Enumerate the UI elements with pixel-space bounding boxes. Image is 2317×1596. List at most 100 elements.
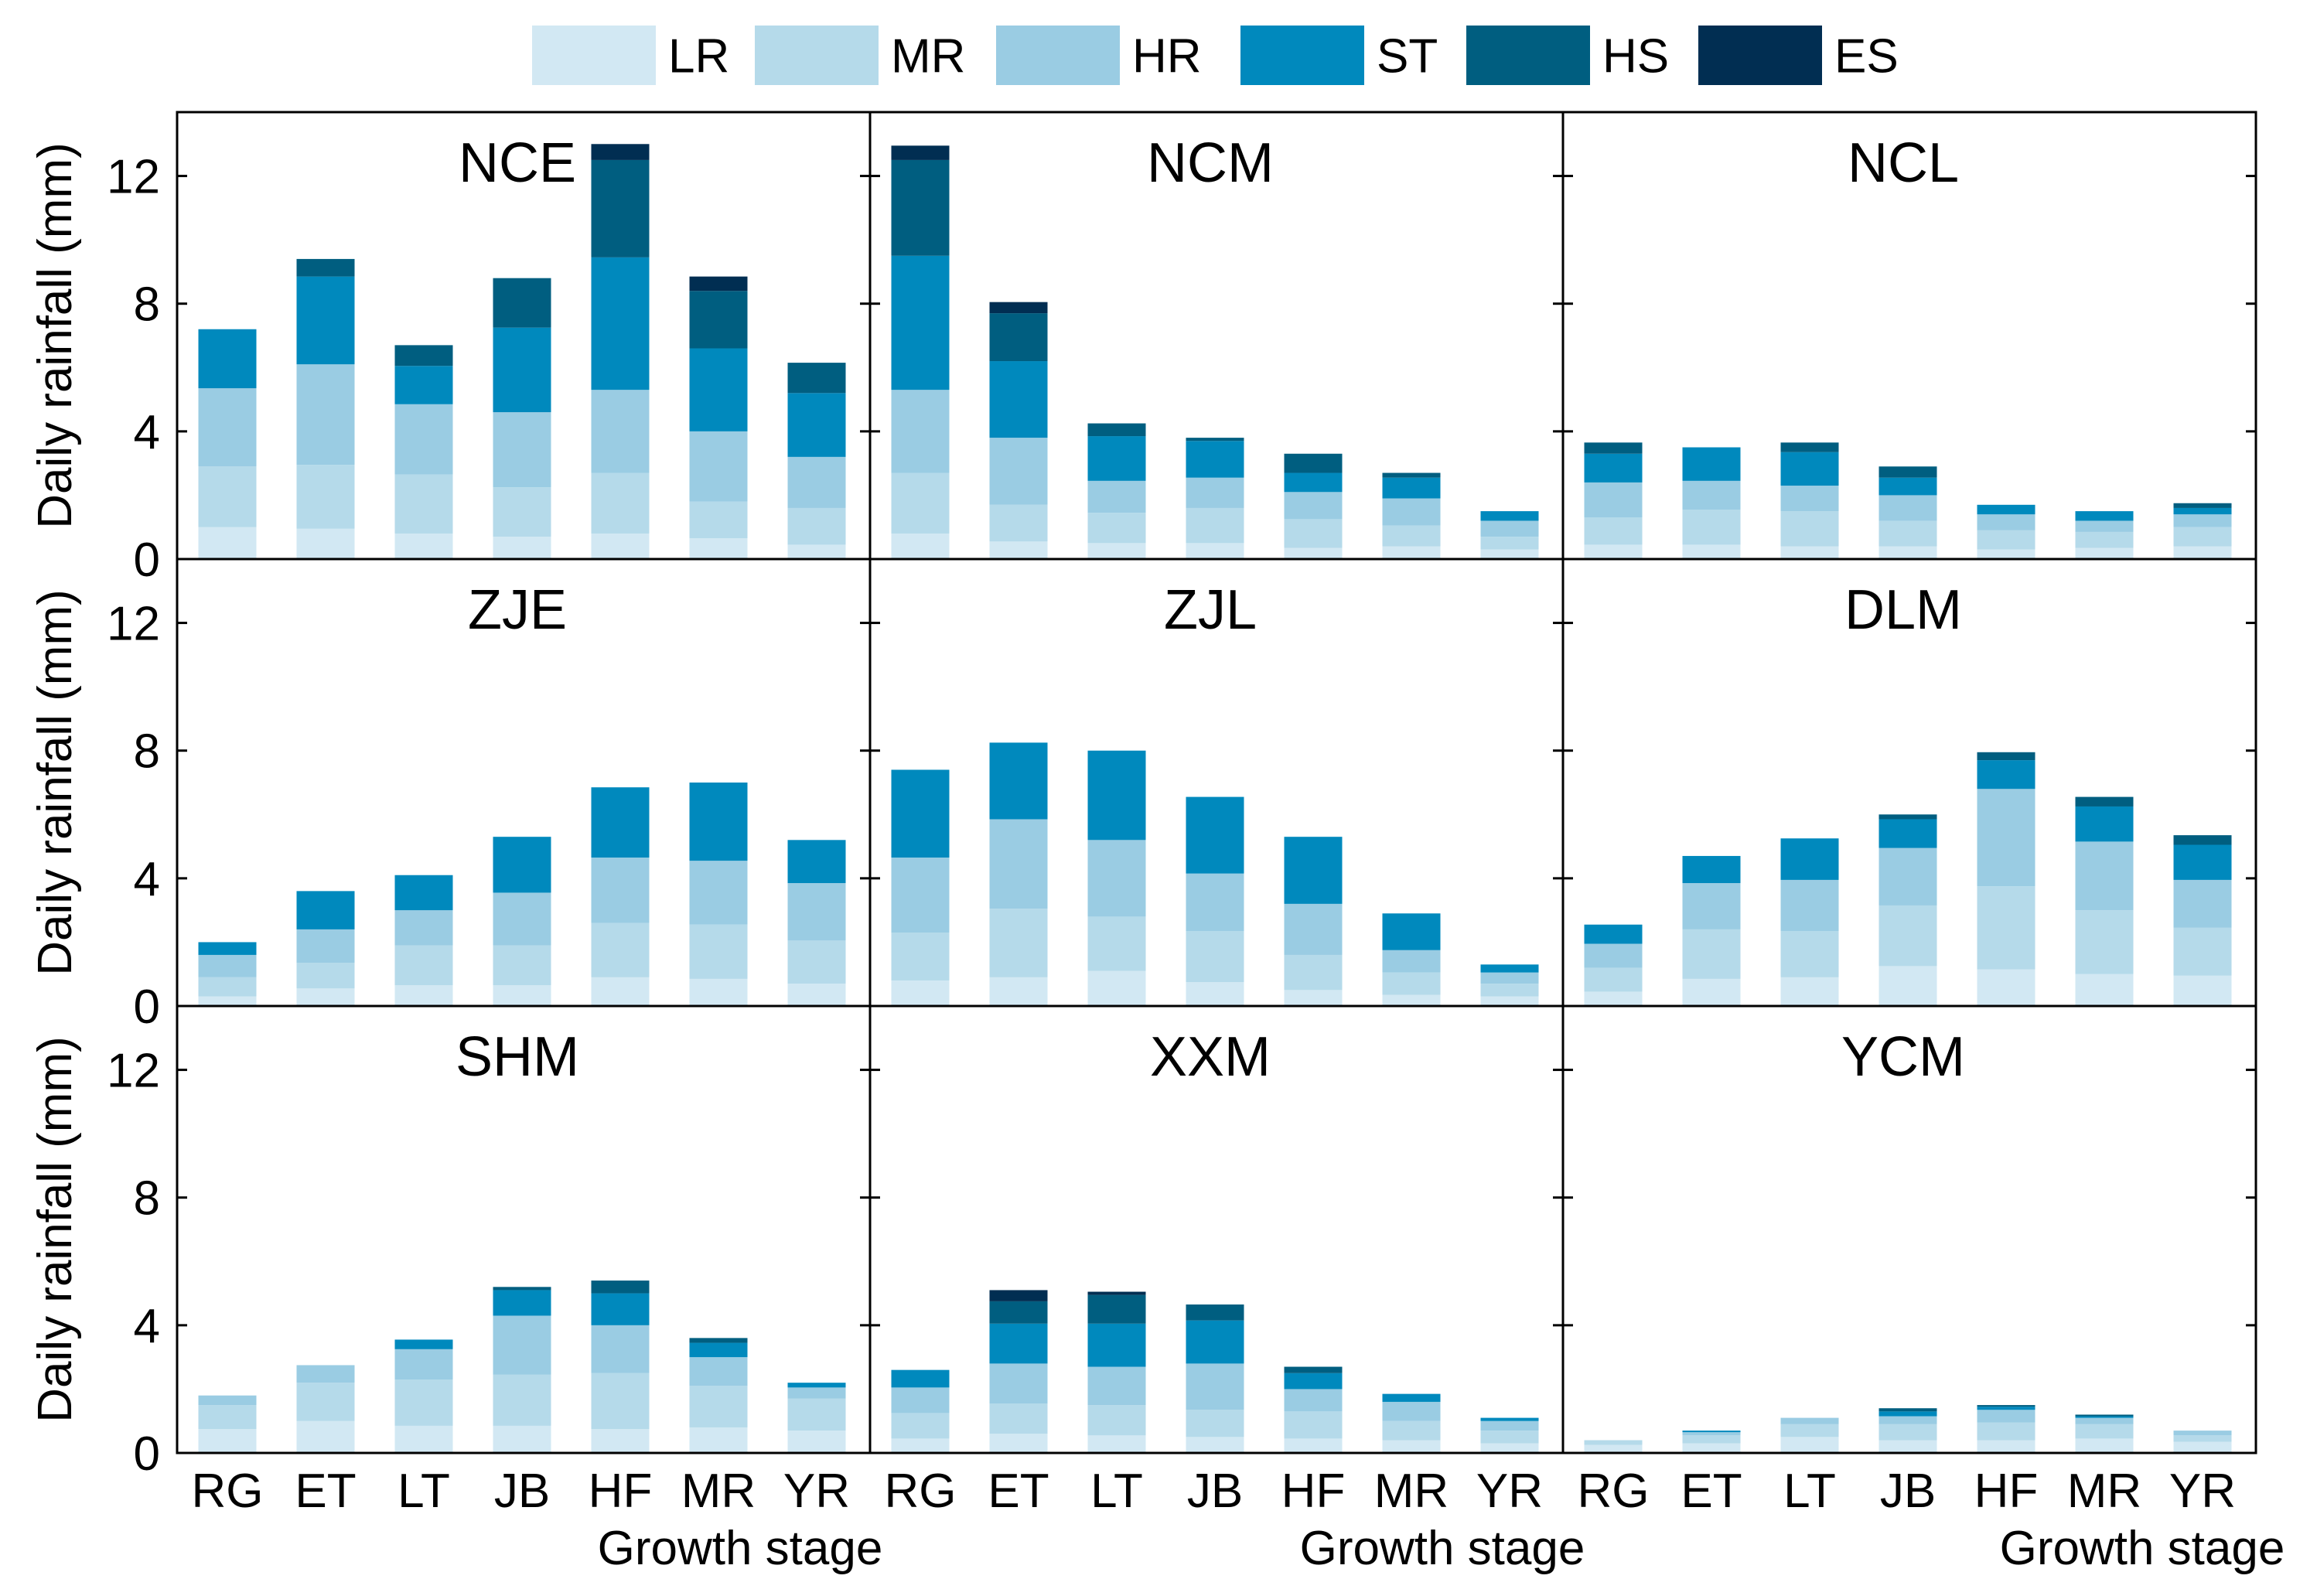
bar-ncm-et-hr <box>989 438 1048 505</box>
bar-ncl-yr-st <box>2173 507 2232 515</box>
bar-nce-yr-mr <box>787 507 846 545</box>
bar-zjl-lt-hr <box>1087 840 1146 917</box>
x-tick-label-xxm-hf: HF <box>1281 1465 1346 1518</box>
bar-stack-zje-et <box>296 891 355 1006</box>
bar-xxm-et-st <box>989 1323 1048 1364</box>
bar-shm-hf-lr <box>591 1429 650 1453</box>
bar-ycm-mr-st <box>2075 1416 2134 1418</box>
bar-ncl-rg-st <box>1584 453 1643 483</box>
bar-ycm-jb-hr <box>1879 1416 1937 1424</box>
bar-ncm-et-hs <box>989 313 1048 362</box>
bar-ycm-mr-hs <box>2075 1414 2134 1417</box>
bar-shm-rg-lr <box>198 1429 257 1453</box>
bar-stack-ycm-mr <box>2075 1414 2134 1453</box>
legend-item-mr: MR <box>755 26 965 85</box>
bar-stack-nce-mr <box>689 276 748 559</box>
bar-shm-jb-st <box>493 1290 551 1316</box>
bar-stack-ycm-rg <box>1584 1440 1643 1453</box>
bar-nce-hf-hs <box>591 159 650 257</box>
bar-stack-zje-hf <box>591 787 650 1006</box>
bar-xxm-et-lr <box>989 1434 1048 1453</box>
bar-zje-mr-lr <box>689 978 748 1006</box>
bar-ycm-et-hr <box>1682 1432 1741 1436</box>
bar-nce-et-mr <box>296 465 355 529</box>
bar-xxm-lt-es <box>1087 1291 1146 1295</box>
bar-ncm-mr-hr <box>1382 498 1441 526</box>
bar-zjl-rg-hr <box>891 858 950 933</box>
bar-dlm-yr-hr <box>2173 879 2232 928</box>
bar-shm-hf-hs <box>591 1281 650 1294</box>
bar-stack-ncl-jb <box>1879 466 1937 559</box>
y-tick-label-nce-4: 4 <box>134 406 160 459</box>
bar-shm-lt-hr <box>394 1349 453 1380</box>
y-tick-label-zje-12: 12 <box>107 598 160 651</box>
x-tick-label-ycm-mr: MR <box>2067 1465 2141 1518</box>
bar-stack-zjl-jb <box>1186 796 1244 1006</box>
x-tick-label-shm-hf: HF <box>589 1465 653 1518</box>
bar-nce-et-st <box>296 276 355 365</box>
bar-nce-lt-st <box>394 366 453 404</box>
bar-xxm-lt-lr <box>1087 1435 1146 1453</box>
bar-ncl-rg-mr <box>1584 517 1643 545</box>
bar-xxm-mr-mr <box>1382 1420 1441 1441</box>
bar-zje-yr-mr <box>787 940 846 984</box>
bar-shm-lt-mr <box>394 1379 453 1426</box>
legend-label-mr: MR <box>891 30 965 84</box>
y-tick-label-nce-0: 0 <box>134 534 160 587</box>
bar-zjl-jb-hr <box>1186 873 1244 931</box>
bar-zje-lt-mr <box>394 945 453 986</box>
x-tick-label-ycm-et: ET <box>1681 1465 1742 1518</box>
bar-stack-shm-mr <box>689 1338 748 1453</box>
bar-xxm-jb-hs <box>1186 1304 1244 1321</box>
bar-nce-lt-hs <box>394 345 453 367</box>
bar-zjl-yr-lr <box>1480 996 1539 1006</box>
bar-dlm-mr-mr <box>2075 910 2134 974</box>
x-tick-label-shm-mr: MR <box>681 1465 756 1518</box>
bar-ncm-yr-hr <box>1480 520 1539 537</box>
panel-title-ycm: YCM <box>1841 1026 1965 1088</box>
bar-stack-nce-rg <box>198 329 257 559</box>
x-tick-label-xxm-lt: LT <box>1090 1465 1143 1518</box>
bar-xxm-yr-lr <box>1480 1443 1539 1453</box>
bar-xxm-mr-st <box>1382 1393 1441 1402</box>
bar-zje-et-st <box>296 891 355 929</box>
bar-nce-lt-hr <box>394 404 453 475</box>
bar-zjl-lt-lr <box>1087 970 1146 1006</box>
bar-zje-jb-mr <box>493 945 551 986</box>
x-tick-label-shm-yr: YR <box>783 1465 850 1518</box>
bar-xxm-hf-mr <box>1284 1411 1343 1439</box>
panel-grid: NCE 0 4 8 12 NCM NCL ZJE 0 4 8 12 ZJL DLM SHM 0 4 8 12 RG ET… <box>107 111 2257 1518</box>
bar-ncm-yr-mr <box>1480 537 1539 550</box>
bar-stack-shm-rg <box>198 1395 257 1453</box>
bar-xxm-et-es <box>989 1290 1048 1301</box>
bar-ncm-mr-hs <box>1382 472 1441 478</box>
bar-zjl-yr-st <box>1480 964 1539 973</box>
panel-nce: NCE 0 4 8 12 <box>107 111 872 587</box>
x-tick-label-ycm-yr: YR <box>2169 1465 2236 1518</box>
legend-swatch-es <box>1698 26 1822 85</box>
bar-zjl-mr-hr <box>1382 950 1441 973</box>
panel-xxm: XXM RG ET LT JB HF MR YR <box>868 1004 1565 1518</box>
bar-xxm-lt-mr <box>1087 1405 1146 1436</box>
bar-zjl-mr-st <box>1382 913 1441 950</box>
bar-xxm-yr-st <box>1480 1417 1539 1421</box>
bar-ncl-yr-hs <box>2173 503 2232 508</box>
panel-title-zje: ZJE <box>468 579 567 641</box>
legend-label-hr: HR <box>1132 30 1202 84</box>
bar-zjl-rg-st <box>891 769 950 858</box>
bar-ncm-rg-st <box>891 255 950 390</box>
bar-ncm-lt-hs <box>1087 423 1146 437</box>
bar-dlm-lt-mr <box>1780 930 1839 977</box>
y-tick-label-zje-0: 0 <box>134 980 160 1034</box>
bar-zje-lt-hr <box>394 910 453 946</box>
bar-zjl-jb-mr <box>1186 930 1244 983</box>
bar-nce-rg-hr <box>198 388 257 467</box>
bar-ycm-mr-lr <box>2075 1438 2134 1453</box>
bar-xxm-lt-hr <box>1087 1366 1146 1406</box>
bar-ncm-mr-mr <box>1382 525 1441 547</box>
bar-nce-rg-lr <box>198 527 257 559</box>
bar-stack-ncm-yr <box>1480 511 1539 559</box>
legend-item-hs: HS <box>1466 26 1669 85</box>
bar-zjl-yr-mr <box>1480 984 1539 997</box>
bar-zje-rg-hr <box>198 954 257 977</box>
